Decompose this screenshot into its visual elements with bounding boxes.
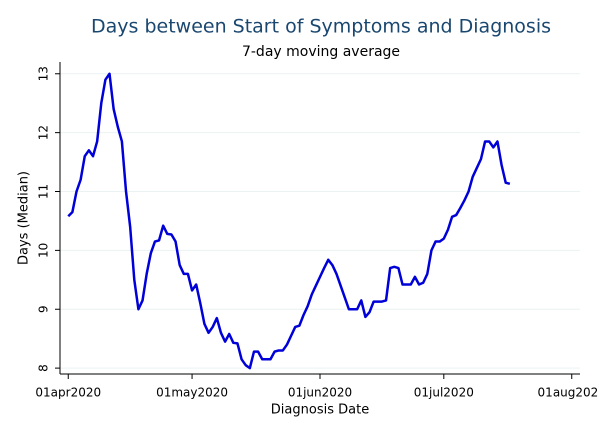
y-tick-label: 13 [37, 66, 51, 81]
x-tick-label: 01may2020 [156, 386, 228, 400]
y-axis-label: Days (Median) [17, 171, 32, 265]
y-tick-label: 8 [37, 364, 51, 372]
x-axis-label: Diagnosis Date [271, 403, 369, 418]
y-tick-label: 11 [37, 184, 51, 199]
x-tick-label: 01jun2020 [288, 386, 352, 400]
y-tick-label: 12 [37, 125, 51, 140]
chart-subtitle: 7-day moving average [242, 44, 400, 60]
x-tick-label: 01jul2020 [414, 386, 474, 400]
data-line [67, 72, 511, 370]
chart-title: Days between Start of Symptoms and Diagn… [91, 16, 551, 38]
y-tick-label: 9 [37, 305, 51, 313]
x-tick-label: 01apr2020 [35, 386, 101, 400]
x-tick-label: 01aug2020 [538, 386, 599, 400]
y-tick-label: 10 [37, 243, 51, 258]
